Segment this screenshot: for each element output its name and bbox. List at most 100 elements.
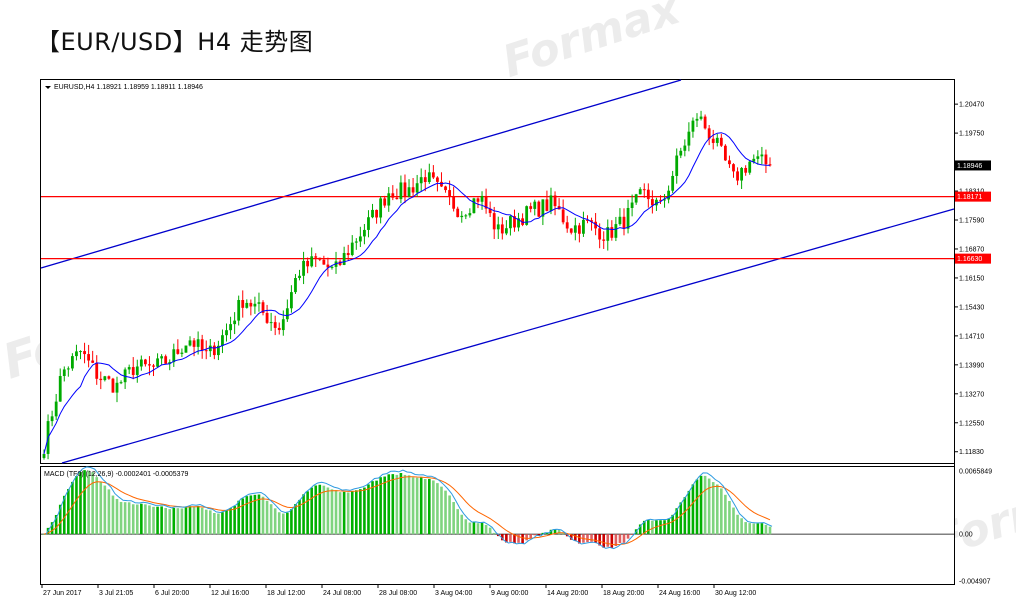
candle (143, 358, 147, 367)
candle (622, 208, 626, 236)
macd-bar (168, 509, 172, 535)
candle (241, 290, 245, 318)
candlesticks (42, 110, 772, 460)
macd-bar (310, 487, 313, 535)
candle-body (119, 382, 123, 384)
macd-bar (144, 504, 147, 535)
x-tick-label: 18 Jul 12:00 (267, 590, 305, 597)
candle (719, 133, 723, 148)
macd-bar (602, 534, 606, 548)
macd-bar (574, 534, 577, 542)
macd-bar (618, 534, 622, 544)
candle-body (91, 360, 95, 363)
macd-bar (659, 520, 662, 535)
candle-body (736, 171, 739, 181)
candle-body (504, 228, 508, 234)
macd-bar (614, 534, 618, 547)
macd-bar (363, 487, 366, 535)
candle (468, 208, 472, 218)
candle-body (383, 198, 387, 206)
candle-body (363, 229, 366, 237)
candle-body (322, 259, 326, 265)
candle (66, 366, 70, 377)
candle-body (164, 356, 168, 364)
candle-body (663, 199, 666, 201)
macd-bar (152, 506, 155, 535)
candle-body (237, 300, 241, 321)
macd-bar (115, 498, 119, 535)
candle (650, 190, 654, 214)
macd-bar (537, 534, 541, 536)
candle (403, 174, 407, 204)
candle (318, 257, 322, 262)
macd-bar (460, 514, 464, 535)
candle (683, 139, 687, 157)
macd-bar (330, 489, 334, 535)
y-tick-label: 1.15430 (959, 304, 984, 311)
candle (736, 167, 739, 186)
macd-bar (148, 505, 151, 535)
candle-body (375, 209, 378, 218)
candle-body (273, 322, 277, 328)
macd-bar (517, 534, 520, 543)
candle (748, 160, 752, 175)
candle-body (184, 345, 188, 353)
y-tick-label: 1.16150 (959, 275, 984, 282)
candle-body (346, 253, 350, 256)
macd-bar (679, 502, 683, 535)
candle (229, 316, 232, 340)
candle-body (298, 275, 301, 279)
candle-body (265, 312, 269, 323)
macd-bar (505, 534, 508, 543)
level-price-box-1 (955, 191, 991, 202)
candle-body (537, 201, 541, 217)
candle-body (594, 221, 597, 229)
candle (358, 226, 362, 247)
candle-body (760, 154, 764, 157)
candle-body (630, 202, 634, 208)
candle (314, 253, 318, 267)
candle-body (764, 154, 768, 165)
candle-body (460, 215, 464, 218)
x-tick-label: 6 Jul 20:00 (155, 590, 189, 597)
candle (172, 343, 176, 367)
candle (573, 217, 577, 241)
candle (448, 180, 451, 206)
candle-body (468, 213, 472, 216)
candle-body (338, 261, 342, 265)
macd-bar (683, 497, 687, 535)
candle-body (496, 224, 500, 230)
dropdown-triangle-icon[interactable] (45, 86, 51, 89)
candle-body (436, 177, 439, 182)
candle-body (541, 199, 545, 217)
macd-bar (663, 520, 666, 535)
candle-body (565, 222, 569, 229)
candle (273, 315, 277, 336)
macd-bar (638, 524, 642, 535)
candle-body (115, 382, 119, 393)
candle (371, 203, 374, 219)
candle (541, 199, 545, 226)
candle-body (602, 239, 606, 241)
candle-body (58, 376, 62, 402)
candle-body (277, 327, 281, 331)
candle-body (407, 187, 411, 197)
candle-body (423, 177, 427, 183)
macd-header: MACD (TF0) (12,26,9) -0.0002401 -0.00053… (44, 471, 188, 478)
candle-body (168, 362, 172, 364)
y-tick-label: 1.13990 (959, 362, 984, 369)
macd-bar (415, 477, 419, 535)
x-tick-label: 27 Jun 2017 (43, 590, 82, 597)
candle (395, 188, 399, 200)
candle (610, 220, 614, 241)
x-tick-label: 30 Aug 12:00 (715, 590, 756, 597)
candle-body (281, 319, 285, 331)
macd-bar (42, 534, 46, 535)
candle (618, 208, 622, 226)
candle (233, 312, 237, 335)
macd-bar (711, 482, 715, 535)
candle-body (79, 351, 82, 353)
candle (204, 340, 208, 360)
candle-body (419, 177, 423, 184)
candle-body (83, 351, 86, 355)
